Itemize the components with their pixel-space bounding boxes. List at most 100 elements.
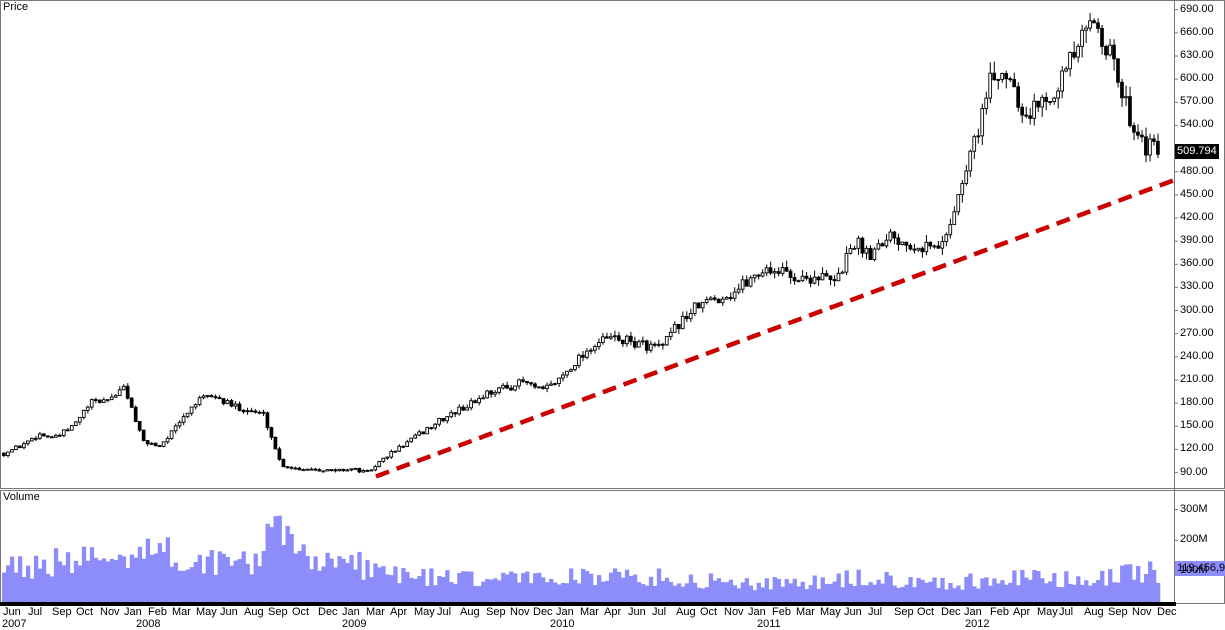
volume-bar xyxy=(688,574,694,602)
volume-bar xyxy=(1156,582,1161,602)
candle-body xyxy=(333,469,338,472)
volume-bar xyxy=(864,585,869,602)
candle-body xyxy=(952,211,957,226)
candle-body xyxy=(612,335,617,338)
volume-bar xyxy=(345,563,350,602)
candle-body xyxy=(297,467,302,471)
candle-body xyxy=(1148,138,1152,156)
candle-body xyxy=(353,467,358,470)
month-tick-label: May xyxy=(1037,606,1058,618)
month-tick-label: Oct xyxy=(292,606,310,618)
volume-bar xyxy=(888,575,893,602)
volume-bar xyxy=(852,586,857,602)
candle-body xyxy=(980,108,985,137)
candle-body xyxy=(217,397,222,400)
candle-body xyxy=(257,411,262,414)
volume-bar xyxy=(976,588,981,602)
month-tick-label: Aug xyxy=(676,606,696,618)
month-tick-label: May xyxy=(414,606,435,618)
candle-body xyxy=(1092,20,1096,24)
candle-body xyxy=(341,468,346,472)
volume-bar xyxy=(501,572,506,602)
month-tick-label: Aug xyxy=(244,606,264,618)
month-tick-label: Apr xyxy=(604,606,622,618)
candle-body xyxy=(601,336,605,344)
volume-bar xyxy=(880,583,885,602)
volume-bar xyxy=(808,585,813,602)
candle-body xyxy=(145,440,150,445)
volume-bar xyxy=(844,570,849,602)
month-tick-label: Sep xyxy=(1108,606,1128,618)
volume-bar xyxy=(489,579,494,602)
volume-bar xyxy=(1036,571,1041,602)
volume-bar xyxy=(1076,576,1081,602)
volume-bar xyxy=(297,551,302,602)
candle-body xyxy=(984,97,989,110)
candle-body xyxy=(453,412,457,415)
candle-body xyxy=(221,398,226,405)
candle-body xyxy=(792,277,797,282)
candle-body xyxy=(441,418,445,422)
candle-body xyxy=(417,431,422,436)
price-tick-label: 180.00 xyxy=(1180,396,1214,409)
candle-body xyxy=(33,437,38,440)
candle-body xyxy=(277,448,282,460)
volume-bar xyxy=(229,565,234,602)
candle-body xyxy=(429,427,434,430)
candle-body xyxy=(1124,96,1128,99)
candle-body xyxy=(149,442,154,445)
candle-body xyxy=(589,349,593,352)
candle-body xyxy=(345,469,350,472)
candle-body xyxy=(776,271,781,274)
candle-body xyxy=(804,275,809,279)
volume-bar xyxy=(1020,569,1025,602)
volume-bar xyxy=(529,583,534,602)
volume-bar xyxy=(588,573,594,602)
volume-bar xyxy=(592,585,598,602)
candle-body xyxy=(648,343,653,351)
candle-body xyxy=(393,450,398,453)
volume-bar xyxy=(49,576,55,602)
candle-body xyxy=(704,299,709,303)
candle-body xyxy=(1156,140,1160,155)
year-tick-label: 2008 xyxy=(136,618,161,630)
volume-bar xyxy=(992,578,997,602)
volume-bar xyxy=(209,550,214,602)
candle-body xyxy=(301,469,306,472)
candle-body xyxy=(764,267,769,274)
candle-body xyxy=(265,412,270,429)
volume-bar xyxy=(561,582,566,602)
month-tick-label: Nov xyxy=(724,606,744,618)
candle-body xyxy=(796,280,801,283)
candle-body xyxy=(620,339,625,345)
candle-body xyxy=(788,270,793,279)
volume-bar xyxy=(636,582,642,602)
month-tick-label: Sep xyxy=(268,606,288,618)
volume-bar xyxy=(708,573,714,602)
candle-body xyxy=(996,78,1001,81)
volume-bar xyxy=(65,552,71,602)
candle-body xyxy=(557,377,561,385)
volume-bar xyxy=(628,575,634,602)
candle-body xyxy=(768,267,773,274)
volume-bar xyxy=(768,589,773,602)
volume-bar xyxy=(449,582,454,602)
candle-body xyxy=(640,340,645,343)
month-tick-label: Jun xyxy=(628,606,646,618)
volume-bar xyxy=(920,579,925,602)
candle-body xyxy=(1140,134,1144,138)
volume-bar xyxy=(1048,581,1053,602)
volume-bar xyxy=(1100,570,1105,602)
volume-bar xyxy=(197,554,202,602)
candle-body xyxy=(249,410,254,413)
month-tick-label: Dec xyxy=(1157,606,1177,618)
volume-bar xyxy=(361,579,366,602)
month-tick-label: Mar xyxy=(580,606,599,618)
candle-body xyxy=(668,331,673,337)
volume-bar xyxy=(29,578,35,602)
volume-bar xyxy=(453,583,458,602)
candle-body xyxy=(1100,27,1104,47)
candle-body xyxy=(748,277,753,287)
candle-body xyxy=(177,421,182,427)
volume-bar xyxy=(1024,577,1029,602)
